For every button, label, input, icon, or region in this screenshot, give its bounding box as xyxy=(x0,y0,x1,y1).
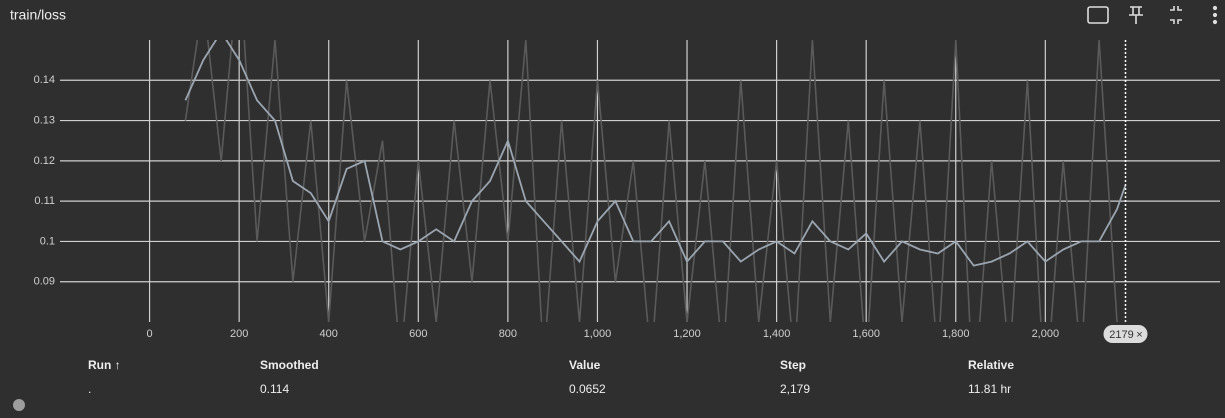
run-color-dot[interactable] xyxy=(13,399,25,411)
table-header: Smoothed xyxy=(260,358,319,372)
card-title: train/loss xyxy=(10,7,66,23)
x-tick-label: 800 xyxy=(499,328,517,340)
cursor-chip xyxy=(1103,325,1148,343)
table-header: Step xyxy=(780,358,806,372)
cursor-label: 2179 xyxy=(1109,329,1133,341)
y-tick-label: 0.12 xyxy=(34,155,55,167)
run-table: Run ↑ Smoothed Value Step Relative. 0.114 0.06… xyxy=(88,358,1014,396)
table-cell: 0.114 xyxy=(260,382,289,396)
cursor-close: × xyxy=(1136,329,1142,341)
menu-icon[interactable] xyxy=(1212,5,1218,11)
x-tick-label: 400 xyxy=(320,328,338,340)
table-cell: . xyxy=(88,382,91,396)
table-cell: 0.0652 xyxy=(569,382,606,396)
x-tick-label: 1,600 xyxy=(852,328,880,340)
toolbar[interactable] xyxy=(1087,5,1218,25)
table-header: Relative xyxy=(968,358,1014,372)
table-header: Value xyxy=(569,358,601,372)
pin-icon[interactable] xyxy=(1129,6,1143,24)
plot-area xyxy=(184,40,1127,322)
y-tick-label: 0.13 xyxy=(34,114,55,126)
y-tick-label: 0.14 xyxy=(34,74,55,86)
x-tick-label: 1,800 xyxy=(942,328,970,340)
axes: 0.09 0.1 0.11 0.12 0.13 0.14 0 200 400 600 800 1,00… xyxy=(34,40,1148,343)
y-tick-label: 0.1 xyxy=(40,235,55,247)
table-cell: 2,179 xyxy=(780,382,810,396)
x-tick-label: 1,200 xyxy=(673,328,701,340)
x-tick-label: 600 xyxy=(409,328,427,340)
table-cell: 11.81 hr xyxy=(968,382,1011,396)
fit-domain-icon[interactable] xyxy=(1087,6,1109,24)
x-tick-label: 2,000 xyxy=(1032,328,1060,340)
x-tick-label: 1,000 xyxy=(584,328,612,340)
y-tick-label: 0.11 xyxy=(34,195,55,207)
x-tick-label: 0 xyxy=(147,328,153,340)
y-tick-label: 0.09 xyxy=(34,276,55,288)
x-tick-label: 200 xyxy=(230,328,248,340)
table-header: Run ↑ xyxy=(88,358,121,372)
series-line xyxy=(184,40,1127,267)
x-tick-label: 1,400 xyxy=(763,328,791,340)
series-line xyxy=(184,40,1118,322)
collapse-icon[interactable] xyxy=(1170,6,1182,24)
